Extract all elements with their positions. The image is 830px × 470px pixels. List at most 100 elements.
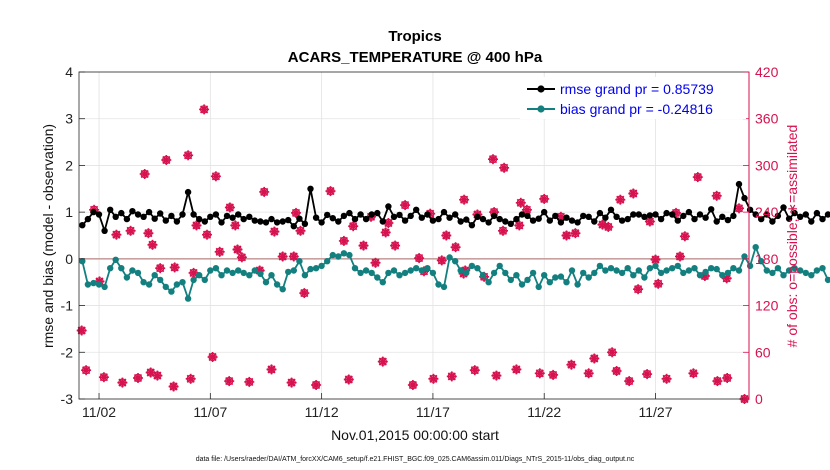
obs-assimilated-marker — [191, 220, 202, 231]
obs-assimilated-marker — [81, 365, 92, 376]
obs-assimilated-marker — [117, 377, 128, 388]
rmse-point — [613, 213, 620, 220]
rmse-point — [646, 212, 654, 219]
rmse-point — [179, 211, 186, 218]
rmse-point — [218, 219, 225, 226]
obs-assimilated-marker — [244, 376, 255, 387]
bias-point — [502, 269, 509, 277]
bias-point — [140, 279, 147, 286]
rmse-point — [413, 206, 420, 213]
obs-assimilated-marker — [133, 373, 143, 383]
obs-assimilated-marker — [628, 188, 639, 199]
obs-assimilated-marker — [338, 235, 349, 246]
obs-assimilated-marker — [370, 257, 381, 268]
bias-point — [118, 265, 125, 272]
rmse-point — [129, 208, 136, 215]
y2-tick-label: 300 — [755, 157, 779, 173]
bias-point — [780, 272, 787, 279]
y-axis-left: -3 -2 -1 0 1 2 3 4 — [61, 64, 85, 407]
rmse-point — [735, 180, 743, 188]
obs-assimilated-marker — [534, 368, 545, 379]
rmse-point — [657, 215, 665, 223]
bias-point — [635, 267, 642, 274]
rmse-point — [669, 211, 676, 218]
bias-point — [541, 272, 548, 279]
bias-point — [240, 269, 247, 277]
bias-point — [746, 262, 754, 270]
obs-assimilated-marker — [183, 150, 194, 161]
rmse-point — [368, 211, 375, 218]
bias-point — [691, 265, 698, 272]
y2-tick-label: 420 — [755, 64, 779, 80]
obs-assimilated-marker — [712, 376, 723, 387]
obs-assimilated-marker — [633, 284, 644, 295]
obs-assimilated-marker — [499, 162, 510, 173]
rmse-point — [474, 213, 481, 220]
rmse-point — [346, 209, 353, 217]
obs-assimilated-marker — [734, 203, 744, 214]
rmse-point — [596, 209, 604, 217]
bias-point — [652, 262, 659, 270]
rmse-point — [335, 218, 342, 225]
bias-point — [580, 269, 587, 277]
rmse-point — [552, 212, 559, 220]
bias-point — [440, 283, 448, 291]
y-tick-label: 4 — [65, 64, 73, 80]
rmse-point — [808, 218, 815, 225]
rmse-point — [296, 215, 303, 222]
bias-point — [535, 283, 542, 291]
obs-assimilated-marker — [711, 190, 722, 201]
obs-assimilated-marker — [143, 228, 154, 239]
bias-point — [123, 274, 131, 281]
obs-assimilated-marker — [498, 225, 508, 236]
rmse-point — [301, 220, 309, 227]
bias-point — [446, 254, 453, 261]
bias-point — [808, 272, 815, 279]
bias-point — [290, 267, 297, 274]
rmse-point — [507, 220, 514, 227]
obs-assimilated-marker — [624, 376, 635, 387]
bias-point — [168, 288, 175, 295]
obs-assimilated-marker — [583, 368, 594, 379]
bias-point — [463, 269, 470, 277]
y2-tick-label: 60 — [755, 344, 771, 360]
rmse-point — [190, 211, 197, 218]
y-tick-label: 1 — [65, 204, 73, 220]
bias-point — [268, 272, 275, 279]
bias-point — [735, 267, 743, 274]
rmse-point — [813, 209, 821, 217]
rmse-point — [529, 217, 537, 224]
rmse-point — [713, 218, 720, 225]
bias-point — [162, 283, 169, 291]
y-tick-label: 2 — [65, 157, 73, 173]
rmse-point — [424, 211, 431, 218]
rmse-point — [696, 211, 704, 218]
obs-assimilated-marker — [286, 377, 297, 388]
obs-assimilated-marker — [169, 262, 180, 273]
bias-point — [262, 279, 270, 286]
obs-assimilated-marker — [642, 369, 653, 380]
obs-assimilated-marker — [407, 380, 418, 390]
bias-point — [602, 267, 609, 274]
bias-point — [797, 267, 804, 274]
rmse-point — [685, 208, 693, 216]
obs-assimilated-marker — [383, 218, 394, 228]
obs-assimilated-marker — [679, 231, 690, 242]
rmse-point — [490, 212, 498, 220]
rmse-point — [140, 213, 147, 220]
obs-assimilated-marker — [155, 263, 166, 274]
bias-point — [129, 267, 136, 274]
obs-assimilated-marker — [111, 229, 122, 240]
bias-point — [179, 279, 186, 286]
bias-point — [529, 269, 537, 277]
legend-bias-marker — [537, 105, 545, 113]
rmse-point — [184, 188, 192, 196]
bias-point — [763, 267, 770, 274]
obs-assimilated-marker — [152, 370, 163, 381]
rmse-point — [708, 206, 715, 213]
rmse-point — [463, 216, 470, 223]
obs-assimilated-marker — [295, 225, 306, 236]
rmse-point — [791, 209, 798, 217]
obs-assimilated-marker — [511, 364, 522, 375]
